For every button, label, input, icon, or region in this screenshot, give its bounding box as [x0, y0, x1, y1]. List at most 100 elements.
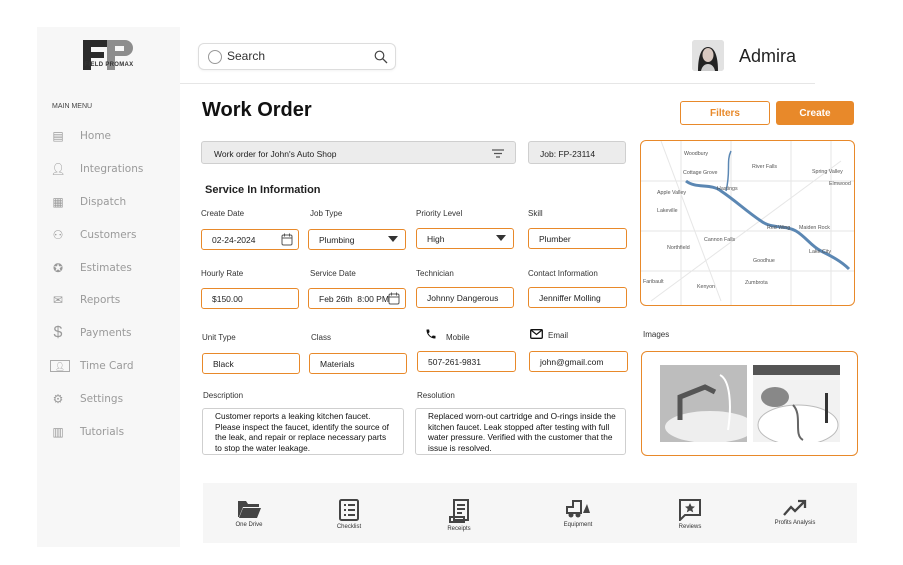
sidebar-item-reports[interactable]: ✉ Reports [50, 290, 175, 310]
contact-value: Jenniffer Molling [539, 293, 601, 303]
star-circle-icon: ✪ [52, 261, 64, 275]
map-label: Kenyon [697, 284, 715, 290]
map-label: Hastings [717, 186, 738, 192]
work-order-name-field[interactable]: Work order for John's Auto Shop [201, 141, 516, 164]
toolbar-label: Equipment [563, 522, 593, 528]
books-icon: ▥ [52, 425, 64, 439]
calendar-icon[interactable] [281, 233, 293, 246]
inbox-icon: ✉ [52, 293, 64, 307]
description-label: Description [203, 391, 244, 400]
location-map[interactable]: Woodbury Cottage Grove River Falls Sprin… [640, 140, 855, 306]
map-label: Lake City [809, 249, 832, 255]
sidebar-item-label: Integrations [80, 163, 144, 175]
avatar[interactable] [692, 40, 724, 71]
toolbar-checklist[interactable]: Checklist [309, 499, 389, 530]
description-textarea[interactable]: Customer reports a leaking kitchen fauce… [202, 408, 404, 455]
calendar-icon[interactable] [388, 292, 400, 305]
sidebar-item-label: Time Card [80, 360, 134, 372]
email-icon [530, 329, 543, 339]
class-field[interactable]: Materials [309, 353, 407, 374]
toolbar-reviews[interactable]: Reviews [650, 499, 730, 530]
sidebar-item-label: Payments [80, 327, 132, 339]
mobile-field[interactable]: 507-261-9831 [417, 351, 516, 372]
map-label: Goodhue [753, 258, 775, 264]
sidebar-item-dispatch[interactable]: ▦ Dispatch [50, 192, 175, 212]
main-menu-heading: MAIN MENU [52, 103, 93, 110]
job-type-select[interactable]: Plumbing [308, 229, 406, 250]
contact-field[interactable]: Jenniffer Molling [528, 287, 627, 308]
hourly-rate-field[interactable]: $150.00 [201, 288, 299, 309]
filters-button[interactable]: Filters [680, 101, 770, 125]
sidebar-item-label: Dispatch [80, 196, 127, 208]
sink-repair-image[interactable] [753, 365, 840, 442]
service-date-label: Service Date [310, 269, 356, 278]
create-button[interactable]: Create [776, 101, 854, 125]
map-label: Lakeville [657, 208, 678, 214]
unit-type-field[interactable]: Black [202, 353, 300, 374]
search-bar[interactable] [198, 43, 396, 70]
home-icon: ▤ [52, 129, 64, 143]
toolbar-label: Checklist [336, 524, 362, 530]
sidebar-item-settings[interactable]: ⚙ Settings [50, 389, 175, 409]
filter-icon[interactable] [492, 149, 504, 158]
sidebar-item-customers[interactable]: ⚇ Customers [50, 225, 175, 245]
receipt-icon [449, 499, 469, 523]
toolbar-receipts[interactable]: Receipts [419, 499, 499, 532]
email-field[interactable]: john@gmail.com [529, 351, 628, 372]
job-id-field: Job: FP-23114 [528, 141, 626, 164]
sidebar-item-tutorials[interactable]: ▥ Tutorials [50, 422, 175, 442]
user-name[interactable]: Admira [739, 46, 797, 66]
map-label: Northfield [667, 245, 690, 251]
review-star-icon [679, 499, 701, 521]
bottom-toolbar: One Drive Checklist Receipts Equipment R… [203, 483, 857, 543]
sidebar-item-home[interactable]: ▤ Home [50, 126, 175, 146]
phone-icon [426, 329, 436, 339]
technician-value: Johnny Dangerous [427, 293, 499, 303]
map-label: Maiden Rock [799, 225, 830, 231]
map-label: Spring Valley [812, 169, 843, 175]
technician-field[interactable]: Johnny Dangerous [416, 287, 514, 308]
sidebar-item-time-card[interactable]: 👤︎ Time Card [50, 356, 175, 376]
resolution-textarea[interactable]: Replaced worn-out cartridge and O-rings … [415, 408, 626, 455]
email-label: Email [548, 331, 569, 340]
toolbar-equipment[interactable]: Equipment [538, 499, 618, 528]
sidebar-item-payments[interactable]: $ Payments [50, 323, 175, 343]
skill-label: Skill [528, 209, 543, 218]
sidebar-item-estimates[interactable]: ✪ Estimates [50, 258, 175, 278]
unit-type-label: Unit Type [202, 333, 236, 342]
section-title: Service In Information [205, 184, 321, 196]
service-date-field[interactable]: Feb 26th 8:00 PM [308, 288, 406, 309]
map-label: Red Wing [767, 225, 791, 231]
create-date-value: 02-24-2024 [212, 235, 256, 245]
create-date-field[interactable]: 02-24-2024 [201, 229, 299, 250]
sidebar-item-label: Settings [80, 393, 124, 405]
class-value: Materials [320, 359, 355, 369]
hourly-rate-value: $150.00 [212, 294, 243, 304]
search-icon[interactable] [374, 50, 388, 64]
class-label: Class [311, 333, 332, 342]
search-input[interactable] [227, 49, 367, 63]
checklist-icon [339, 499, 359, 521]
sidebar-item-integrations[interactable]: 👤︎ Integrations [50, 159, 175, 179]
toolbar-one-drive[interactable]: One Drive [209, 499, 289, 528]
faucet-image[interactable] [660, 365, 747, 442]
sidebar-item-label: Reports [80, 294, 121, 306]
radio-icon [208, 50, 222, 64]
sidebar-item-label: Home [80, 130, 112, 142]
logo-text: FIELD PROMAX [84, 62, 134, 68]
resolution-label: Resolution [417, 391, 455, 400]
sidebar-item-label: Tutorials [80, 426, 125, 438]
id-card-icon: 👤︎ [50, 360, 70, 372]
toolbar-label: Reviews [678, 524, 702, 530]
service-date-value: Feb 26th 8:00 PM [319, 294, 389, 304]
skill-field[interactable]: Plumber [528, 228, 627, 249]
images-label: Images [643, 330, 670, 339]
toolbar-profits-analysis[interactable]: Profits Analysis [755, 499, 835, 526]
sidebar-item-label: Customers [80, 229, 137, 241]
priority-select[interactable]: High [416, 228, 514, 249]
images-panel [641, 351, 858, 456]
job-type-label: Job Type [310, 209, 343, 218]
toolbar-label: Receipts [447, 526, 471, 532]
mobile-value: 507-261-9831 [428, 357, 481, 367]
work-order-name: Work order for John's Auto Shop [214, 149, 337, 159]
